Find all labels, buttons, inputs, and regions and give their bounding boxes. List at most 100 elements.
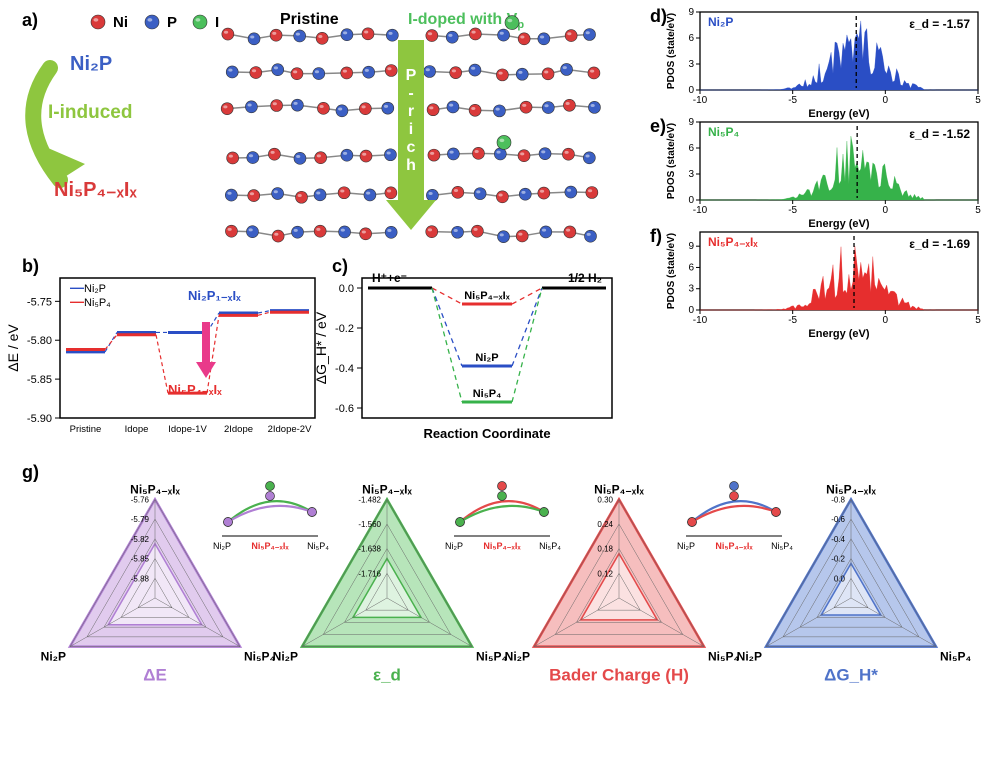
svg-text:-5.85: -5.85: [27, 374, 52, 386]
svg-text:Ni₅P₄: Ni₅P₄: [708, 650, 740, 664]
figure-root: a)b)c)d)e)f)g)NiPINi₂PI-inducedNi₅P₄₋ₓIₓ…: [0, 0, 1002, 762]
svg-text:-5: -5: [788, 315, 797, 326]
svg-text:0: 0: [688, 85, 694, 96]
svg-text:3: 3: [688, 284, 694, 295]
svg-text:-0.4: -0.4: [335, 363, 354, 375]
svg-text:ε_d: ε_d: [373, 666, 401, 685]
svg-text:Ni₅P₄₋ₓIₓ: Ni₅P₄₋ₓIₓ: [251, 541, 289, 551]
svg-text:—: —: [70, 293, 84, 309]
svg-text:Reaction Coordinate: Reaction Coordinate: [423, 426, 550, 441]
svg-text:Ni₂P₁₋ₓIₓ: Ni₂P₁₋ₓIₓ: [188, 288, 241, 303]
svg-text:-0.6: -0.6: [831, 515, 845, 524]
svg-text:-5: -5: [788, 95, 797, 106]
svg-text:ΔG_H*: ΔG_H*: [824, 666, 878, 685]
svg-text:0: 0: [883, 315, 889, 326]
svg-text:ε_d = -1.52: ε_d = -1.52: [909, 127, 970, 141]
svg-text:f): f): [650, 226, 662, 246]
svg-text:P: P: [167, 14, 177, 31]
curved-arrow-icon: [33, 68, 85, 180]
svg-text:6: 6: [688, 262, 694, 273]
svg-text:Ni₅P₄₋ₓIₓ: Ni₅P₄₋ₓIₓ: [594, 482, 644, 496]
svg-text:Ni₅P₄₋ₓIₓ: Ni₅P₄₋ₓIₓ: [464, 290, 511, 302]
legend: NiPI: [91, 14, 219, 31]
svg-text:Ni₂P: Ni₂P: [708, 15, 733, 29]
svg-text:5: 5: [975, 205, 981, 216]
crystal-structure: [424, 16, 601, 117]
svg-text:ΔE: ΔE: [143, 666, 167, 685]
svg-text:-0.8: -0.8: [831, 495, 845, 504]
svg-text:Idope-1V: Idope-1V: [168, 424, 207, 435]
svg-text:Ni₅P₄₋ₓIₓ: Ni₅P₄₋ₓIₓ: [168, 382, 222, 397]
svg-text:0: 0: [688, 195, 694, 206]
svg-text:-10: -10: [693, 315, 708, 326]
svg-text:-5.75: -5.75: [27, 296, 52, 308]
svg-text:-5.88: -5.88: [131, 574, 150, 583]
svg-text:3: 3: [688, 59, 694, 70]
svg-text:2Idope: 2Idope: [224, 424, 253, 435]
svg-text:0.18: 0.18: [597, 545, 613, 554]
svg-text:0: 0: [883, 205, 889, 216]
svg-text:-1.560: -1.560: [358, 520, 381, 529]
svg-text:5: 5: [975, 315, 981, 326]
svg-text:Ni₅P₄₋ₓIₓ: Ni₅P₄₋ₓIₓ: [362, 482, 412, 496]
svg-text:9: 9: [688, 117, 694, 128]
svg-text:-5.80: -5.80: [27, 335, 52, 347]
crystal-structure: [426, 135, 598, 242]
svg-text:PDOS (state/eV): PDOS (state/eV): [666, 123, 677, 199]
svg-text:0.12: 0.12: [597, 569, 613, 578]
svg-text:0.0: 0.0: [339, 283, 354, 295]
svg-text:Ni₅P₄: Ni₅P₄: [539, 541, 561, 551]
svg-text:-5.85: -5.85: [131, 555, 150, 564]
svg-text:6: 6: [688, 33, 694, 44]
svg-text:I: I: [215, 14, 219, 31]
svg-text:1/2 H₂: 1/2 H₂: [568, 271, 602, 285]
svg-text:Energy (eV): Energy (eV): [808, 108, 869, 120]
svg-text:3: 3: [688, 169, 694, 180]
svg-text:0.30: 0.30: [597, 495, 613, 504]
svg-text:Ni₅P₄: Ni₅P₄: [771, 541, 793, 551]
svg-text:Ni₅P₄₋ₓIₓ: Ni₅P₄₋ₓIₓ: [715, 541, 753, 551]
svg-text:Ni₅P₄₋ₓIₓ: Ni₅P₄₋ₓIₓ: [54, 179, 137, 201]
svg-text:a): a): [22, 10, 38, 30]
svg-text:Pristine: Pristine: [70, 424, 102, 435]
svg-text:Ni₂P: Ni₂P: [41, 650, 66, 664]
svg-text:9: 9: [688, 241, 694, 252]
svg-text:Energy (eV): Energy (eV): [808, 218, 869, 230]
svg-text:Ni₅P₄: Ni₅P₄: [244, 650, 276, 664]
crystal-structure: [221, 28, 398, 117]
svg-text:Ni₂P: Ni₂P: [213, 541, 231, 551]
svg-text:Ni₂P: Ni₂P: [505, 650, 530, 664]
svg-text:c): c): [332, 256, 348, 276]
svg-text:0: 0: [688, 305, 694, 316]
svg-text:Ni₅P₄₋ₓIₓ: Ni₅P₄₋ₓIₓ: [130, 482, 180, 496]
svg-text:PDOS (state/eV): PDOS (state/eV): [666, 233, 677, 309]
svg-text:Ni₅P₄: Ni₅P₄: [473, 388, 502, 400]
svg-text:-10: -10: [693, 205, 708, 216]
svg-text:ε_d = -1.57: ε_d = -1.57: [909, 17, 970, 31]
svg-text:Bader Charge (H): Bader Charge (H): [549, 666, 689, 685]
svg-text:Ni₅P₄: Ni₅P₄: [84, 297, 111, 309]
svg-text:Ni₅P₄: Ni₅P₄: [940, 650, 972, 664]
svg-text:-1.482: -1.482: [358, 495, 381, 504]
svg-text:5: 5: [975, 95, 981, 106]
svg-text:PDOS (state/eV): PDOS (state/eV): [666, 13, 677, 89]
svg-text:b): b): [22, 256, 39, 276]
crystal-structure: [225, 148, 397, 242]
svg-text:0.24: 0.24: [597, 520, 613, 529]
svg-text:Ni₅P₄: Ni₅P₄: [307, 541, 329, 551]
svg-text:ΔE / eV: ΔE / eV: [5, 324, 21, 372]
svg-text:Ni₂P: Ni₂P: [737, 650, 762, 664]
svg-text:Pristine: Pristine: [280, 11, 339, 28]
svg-text:-5.79: -5.79: [131, 515, 150, 524]
svg-text:ΔG_H* / eV: ΔG_H* / eV: [313, 311, 329, 384]
svg-text:Ni₅P₄₋ₓIₓ: Ni₅P₄₋ₓIₓ: [708, 235, 758, 249]
svg-text:Ni₂P: Ni₂P: [273, 650, 298, 664]
svg-text:Ni₂P: Ni₂P: [475, 352, 498, 364]
svg-text:-1.638: -1.638: [358, 545, 381, 554]
svg-text:-1.716: -1.716: [358, 569, 381, 578]
svg-text:-0.2: -0.2: [335, 323, 354, 335]
svg-text:Ni₂P: Ni₂P: [84, 283, 106, 295]
svg-text:Ni₅P₄: Ni₅P₄: [708, 125, 740, 139]
svg-text:Ni₂P: Ni₂P: [70, 53, 112, 75]
svg-text:d): d): [650, 6, 667, 26]
